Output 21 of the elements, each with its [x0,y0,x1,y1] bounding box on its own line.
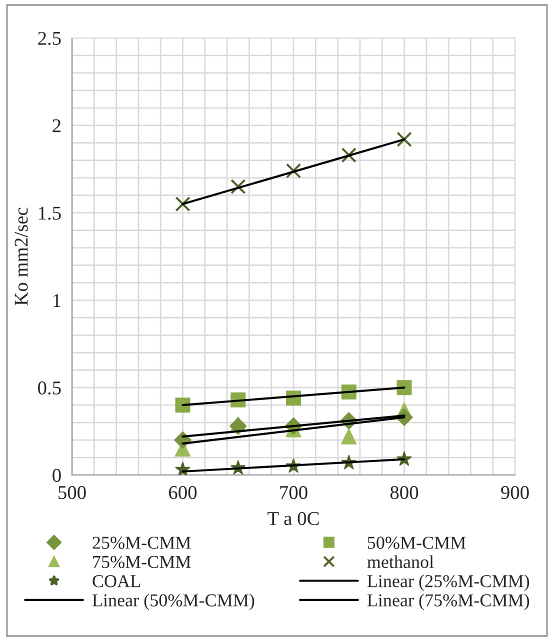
x-tick-label: 700 [280,486,308,500]
legend-label: COAL [92,575,140,588]
x-tick-label: 800 [390,486,418,500]
y-tick-label: 1 [54,294,60,307]
y-tick-label: 0 [52,468,61,482]
y-tick-label: 2 [52,119,61,132]
x-tick-label: 900 [501,486,529,500]
x-tick-label: 500 [58,486,86,500]
x-axis-title: T a 0C [268,512,319,526]
legend-label: Linear (50%M-CMM) [92,594,254,610]
y-tick-label: 1.5 [38,206,61,220]
legend-label: Linear (75%M-CMM) [367,594,530,610]
legend-label: methanol [367,555,434,568]
y-tick-label: 2.5 [38,32,61,46]
x-tick-label: 600 [169,486,197,500]
legend-label: Linear (25%M-CMM) [367,574,530,591]
y-axis-title: Ko mm2/sec [14,208,28,306]
legend-label: 50%M-CMM [368,536,466,549]
legend-label: 75%M-CMM [93,556,191,568]
legend-label: 25%M-CMM [92,536,191,549]
y-tick-label: 0.5 [38,381,61,395]
